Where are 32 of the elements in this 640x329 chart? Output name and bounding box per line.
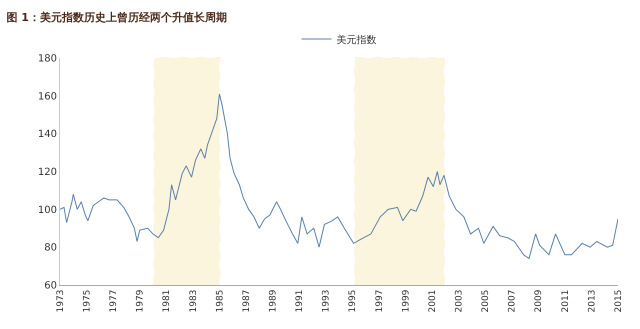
legend-label: 美元指数 [336,34,376,46]
line-series [60,93,618,260]
x-tick-label: 1977 [109,290,120,313]
x-tick-label: 1981 [162,290,172,313]
x-tick-label: 2007 [508,290,518,313]
y-tick-label: 120 [38,167,57,178]
y-tick-label: 80 [44,242,57,254]
x-tick-label: 2013 [587,290,598,313]
x-tick-label: 1991 [295,290,306,313]
y-tick-label: 180 [38,54,57,64]
x-tick-label: 2001 [428,290,438,313]
y-tick-label: 100 [38,204,57,216]
x-tick-label: 1983 [188,290,199,313]
x-tick-label: 1987 [242,290,252,313]
x-tick-label: 2009 [534,289,544,313]
x-tick-label: 1995 [348,290,358,313]
x-tick-label: 1975 [82,290,92,313]
x-tick-label: 1993 [322,290,332,313]
chart-title: 图 1：美元指数历史上曾历经两个升值长周期 [6,10,227,24]
y-tick-label: 140 [38,129,57,140]
x-tick-label: 1999 [401,289,412,313]
x-tick-label: 2015 [614,290,624,313]
x-tick-label: 2003 [454,290,464,313]
x-tick-label: 2011 [560,290,571,313]
x-tick-label: 1989 [268,289,278,313]
y-tick-label: 60 [44,280,57,292]
y-tick-label: 160 [38,91,57,102]
x-tick-label: 1997 [374,290,385,313]
x-tick-label: 1973 [56,290,66,313]
x-tick-label: 1979 [136,289,146,313]
x-tick-label: 2005 [481,290,492,313]
x-tick-label: 1985 [215,290,226,313]
